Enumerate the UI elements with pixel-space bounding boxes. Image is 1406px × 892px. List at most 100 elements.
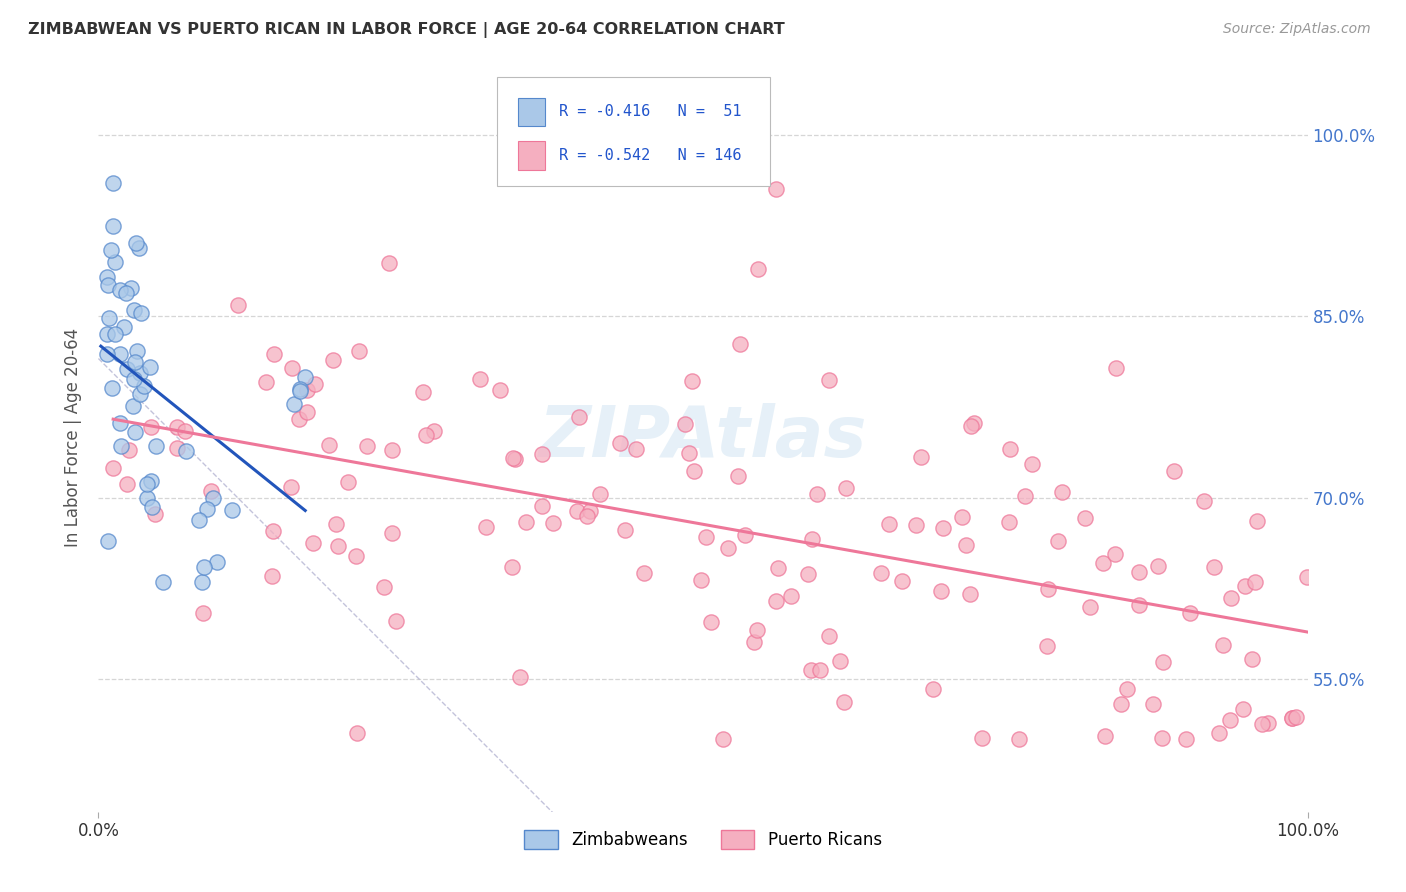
Point: [998, 442, 1021, 457]
Point: [287, 412, 309, 426]
Point: [96, 326, 118, 341]
Point: [118, 443, 141, 458]
Point: [619, 140, 641, 154]
Point: [780, 589, 803, 603]
Point: [531, 447, 554, 461]
Point: [297, 405, 319, 419]
Y-axis label: In Labor Force | Age 20-64: In Labor Force | Age 20-64: [65, 327, 83, 547]
Point: [614, 523, 637, 537]
Point: [747, 262, 769, 277]
Point: [578, 504, 600, 518]
Bar: [517, 97, 544, 126]
Point: [1109, 697, 1132, 711]
Point: [101, 176, 124, 190]
Point: [1036, 582, 1059, 597]
Point: [568, 410, 591, 425]
Point: [205, 555, 228, 569]
Point: [470, 372, 492, 386]
Point: [711, 732, 734, 747]
Point: [1212, 638, 1234, 652]
Point: [501, 560, 523, 574]
Point: [138, 360, 160, 375]
Point: [412, 385, 434, 400]
Point: [1281, 711, 1303, 725]
Point: [174, 444, 197, 458]
Point: [1014, 489, 1036, 503]
Point: [152, 575, 174, 590]
Point: [870, 566, 893, 581]
Point: [129, 306, 152, 320]
Point: [1296, 570, 1319, 584]
Point: [385, 615, 408, 629]
Point: [174, 424, 197, 438]
Point: [678, 446, 700, 460]
Point: [166, 420, 188, 434]
Point: [304, 376, 326, 391]
Point: [1074, 511, 1097, 525]
Point: [97, 277, 120, 292]
Point: [120, 281, 142, 295]
Point: [373, 580, 395, 594]
Text: R = -0.416   N =  51: R = -0.416 N = 51: [560, 104, 741, 120]
Point: [115, 477, 138, 491]
Point: [475, 520, 498, 534]
Point: [125, 343, 148, 358]
Point: [1104, 547, 1126, 561]
Point: [141, 500, 163, 514]
Point: [226, 298, 249, 312]
Point: [262, 524, 284, 538]
Point: [281, 360, 304, 375]
Point: [422, 424, 444, 438]
Point: [765, 594, 787, 608]
Point: [950, 510, 973, 524]
Point: [727, 469, 749, 483]
Point: [589, 487, 612, 501]
Point: [125, 235, 148, 250]
Point: [193, 559, 215, 574]
Point: [318, 437, 340, 451]
Point: [100, 244, 122, 258]
Point: [110, 347, 132, 361]
Point: [129, 366, 152, 380]
FancyBboxPatch shape: [498, 78, 769, 186]
Point: [689, 573, 711, 587]
Point: [963, 417, 986, 431]
Point: [700, 615, 723, 629]
Point: [280, 480, 302, 494]
Point: [970, 731, 993, 746]
Point: [337, 475, 360, 489]
Point: [1105, 360, 1128, 375]
Point: [832, 695, 855, 709]
Point: [910, 450, 932, 464]
Point: [922, 681, 945, 696]
Point: [744, 635, 766, 649]
Point: [931, 521, 953, 535]
Point: [997, 515, 1019, 529]
Point: [115, 285, 138, 300]
Point: [295, 383, 318, 397]
Point: [609, 435, 631, 450]
Point: [800, 663, 823, 677]
Point: [143, 508, 166, 522]
Point: [1146, 559, 1168, 574]
Point: [122, 372, 145, 386]
Point: [1008, 732, 1031, 747]
Point: [104, 326, 127, 341]
Point: [96, 346, 118, 360]
Point: [141, 474, 163, 488]
Point: [104, 255, 127, 269]
Point: [101, 461, 124, 475]
Point: [1150, 731, 1173, 746]
Point: [108, 283, 131, 297]
Point: [730, 337, 752, 351]
Bar: [517, 141, 544, 169]
Point: [101, 381, 124, 395]
Point: [378, 256, 401, 270]
Point: [890, 574, 912, 588]
Point: [322, 353, 344, 368]
Point: [254, 375, 277, 389]
Point: [1142, 697, 1164, 711]
Point: [745, 623, 768, 637]
Point: [1128, 598, 1150, 612]
Point: [1257, 716, 1279, 731]
